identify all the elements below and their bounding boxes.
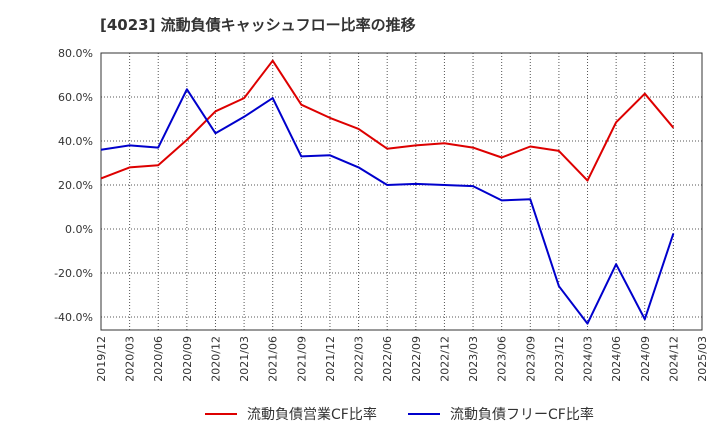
legend: 流動負債営業CF比率 流動負債フリーCF比率 (0, 400, 720, 430)
x-tick-label: 2023/06 (496, 336, 509, 382)
y-tick-label: 60.0% (58, 91, 93, 104)
x-tick-label: 2022/09 (410, 336, 423, 382)
y-tick-label: 40.0% (58, 135, 93, 148)
x-tick-label: 2025/03 (696, 336, 709, 382)
y-tick-label: 0.0% (65, 223, 93, 236)
chart-title: [4023] 流動負債キャッシュフロー比率の推移 (100, 16, 416, 34)
x-tick-label: 2020/12 (209, 336, 222, 382)
legend-item-free-cf: 流動負債フリーCF比率 (408, 404, 594, 424)
legend-item-operating-cf: 流動負債営業CF比率 (205, 404, 377, 424)
series-lines (100, 59, 675, 325)
x-tick-label: 2020/03 (124, 336, 137, 382)
x-tick-label: 2024/09 (639, 336, 652, 382)
y-tick-label: 80.0% (58, 47, 93, 60)
x-tick-label: 2023/03 (467, 336, 480, 382)
x-tick-label: 2024/03 (582, 336, 595, 382)
series-line-1 (100, 59, 675, 182)
plot-frame (100, 52, 703, 331)
x-tick-label: 2021/12 (324, 336, 337, 382)
x-tick-label: 2019/12 (95, 336, 108, 382)
legend-swatch-blue (408, 413, 440, 415)
y-tick-label: -20.0% (54, 267, 93, 280)
x-tick-label: 2021/03 (238, 336, 251, 382)
x-tick-label: 2022/06 (381, 336, 394, 382)
x-tick-label: 2020/09 (181, 336, 194, 382)
y-tick-label: -40.0% (54, 311, 93, 324)
x-tick-labels: 2019/12 2020/03 2020/06 2020/09 2020/12 2021/… (95, 336, 709, 382)
x-tick-label: 2021/09 (295, 336, 308, 382)
y-tick-labels: 80.0% 60.0% 40.0% 20.0% 0.0% -20.0% -40.0% (54, 47, 93, 324)
legend-swatch-red (205, 413, 237, 415)
x-tick-label: 2021/06 (267, 336, 280, 382)
axes (100, 52, 703, 331)
x-tick-label: 2023/09 (524, 336, 537, 382)
x-tick-label: 2022/03 (353, 336, 366, 382)
x-tick-label: 2024/06 (610, 336, 623, 382)
x-tick-label: 2020/06 (152, 336, 165, 382)
series-line-2 (100, 88, 675, 325)
x-tick-label: 2022/12 (438, 336, 451, 382)
x-tick-label: 2024/12 (667, 336, 680, 382)
x-tick-label: 2023/12 (553, 336, 566, 382)
legend-label-free-cf: 流動負債フリーCF比率 (450, 407, 594, 423)
legend-label-operating-cf: 流動負債営業CF比率 (247, 407, 377, 423)
y-tick-label: 20.0% (58, 179, 93, 192)
